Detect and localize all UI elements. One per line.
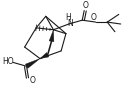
Text: O: O bbox=[91, 13, 97, 22]
Text: N: N bbox=[67, 19, 73, 28]
Polygon shape bbox=[49, 30, 54, 42]
Text: H: H bbox=[65, 13, 71, 22]
Polygon shape bbox=[40, 53, 49, 59]
Text: O: O bbox=[82, 1, 88, 10]
Text: HO: HO bbox=[2, 57, 14, 66]
Text: O: O bbox=[29, 76, 35, 85]
Polygon shape bbox=[25, 59, 40, 68]
